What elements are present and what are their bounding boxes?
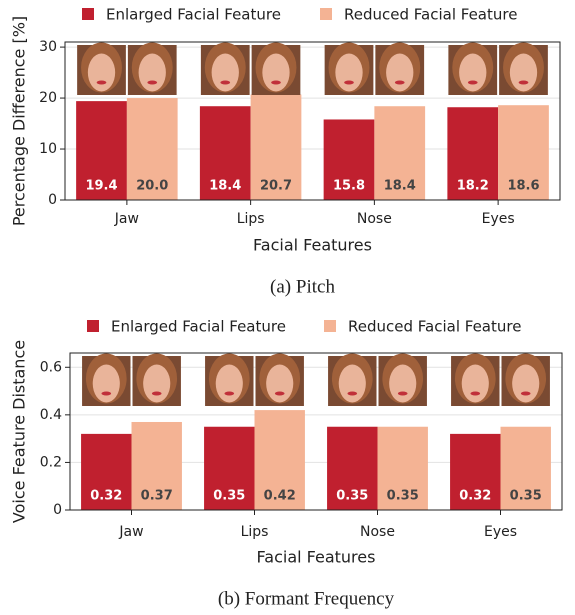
- thumb-skin: [266, 365, 293, 403]
- thumb-skin: [512, 365, 539, 403]
- y-tick-label: 0: [53, 502, 62, 518]
- x-axis-label: Facial Features: [257, 548, 376, 567]
- thumb-lips: [395, 81, 405, 85]
- caption: (b) Formant Frequency: [218, 588, 395, 609]
- face-thumbnail: [451, 354, 499, 407]
- face-thumbnail: [128, 43, 177, 96]
- face-thumbnail: [133, 354, 181, 407]
- thumb-skin: [143, 365, 170, 403]
- thumb-skin: [88, 54, 115, 92]
- x-tick-label: Jaw: [114, 211, 139, 227]
- face-thumbnail: [77, 43, 126, 96]
- thumb-skin: [93, 365, 120, 403]
- face-thumbnail: [325, 43, 374, 96]
- value-label: 0.35: [213, 489, 245, 504]
- face-thumbnail: [448, 43, 497, 96]
- value-label: 0.35: [336, 489, 368, 504]
- thumb-lips: [347, 392, 357, 396]
- legend-swatch: [87, 320, 99, 332]
- x-tick-label: Eyes: [484, 524, 517, 540]
- value-label: 0.37: [141, 489, 173, 504]
- x-tick-label: Nose: [357, 211, 392, 227]
- value-label: 15.8: [333, 179, 365, 194]
- face-thumbnail: [252, 43, 301, 96]
- x-tick-label: Lips: [237, 211, 265, 227]
- value-label: 18.2: [457, 179, 489, 194]
- x-axis-label: Facial Features: [253, 236, 372, 255]
- value-label: 0.42: [264, 489, 296, 504]
- thumb-lips: [468, 81, 478, 85]
- face-thumbnail: [256, 354, 304, 407]
- legend-label: Reduced Facial Feature: [348, 318, 521, 336]
- value-label: 20.7: [260, 179, 292, 194]
- thumb-skin: [335, 54, 362, 92]
- thumb-lips: [344, 81, 354, 85]
- thumb-lips: [519, 81, 529, 85]
- thumb-skin: [459, 54, 486, 92]
- thumb-skin: [510, 54, 537, 92]
- x-tick-label: Lips: [241, 524, 269, 540]
- legend-swatch: [82, 8, 94, 20]
- face-thumbnail: [205, 354, 253, 407]
- y-axis-label: Percentage Difference [%]: [10, 16, 29, 226]
- x-tick-label: Eyes: [482, 211, 515, 227]
- figure: 0 10 20 30 Jaw 19.4 20.0 Lips 18.4 20.7 Nose 15.8 18…: [0, 0, 575, 615]
- y-tick-label: 0.2: [40, 454, 62, 470]
- value-label: 0.35: [387, 489, 419, 504]
- legend-swatch: [320, 8, 332, 20]
- thumb-skin: [339, 365, 366, 403]
- x-tick-label: Jaw: [118, 524, 143, 540]
- y-tick-label: 20: [39, 90, 57, 106]
- legend-label: Enlarged Facial Feature: [106, 6, 281, 24]
- thumb-lips: [271, 81, 281, 85]
- thumb-lips: [147, 81, 157, 85]
- thumb-skin: [212, 54, 239, 92]
- thumb-skin: [216, 365, 243, 403]
- thumb-lips: [398, 392, 408, 396]
- thumb-lips: [521, 392, 531, 396]
- thumb-lips: [275, 392, 285, 396]
- value-label: 18.4: [384, 179, 416, 194]
- thumb-skin: [139, 54, 166, 92]
- thumb-lips: [152, 392, 162, 396]
- face-thumbnail: [201, 43, 250, 96]
- face-thumbnail: [379, 354, 427, 407]
- face-thumbnail: [499, 43, 548, 96]
- thumb-lips: [97, 81, 107, 85]
- value-label: 20.0: [136, 179, 168, 194]
- value-label: 18.4: [209, 179, 241, 194]
- thumb-lips: [101, 392, 111, 396]
- legend-label: Reduced Facial Feature: [344, 6, 517, 24]
- y-tick-label: 30: [39, 39, 57, 55]
- y-tick-label: 10: [39, 141, 57, 157]
- thumb-lips: [220, 81, 230, 85]
- thumb-skin: [386, 54, 413, 92]
- value-label: 18.6: [507, 179, 539, 194]
- legend-label: Enlarged Facial Feature: [111, 318, 286, 336]
- face-thumbnail: [375, 43, 424, 96]
- value-label: 0.32: [90, 489, 122, 504]
- legend-swatch: [324, 320, 336, 332]
- y-tick-label: 0: [48, 192, 57, 208]
- thumb-skin: [389, 365, 416, 403]
- y-axis-label: Voice Feature Distance: [10, 340, 29, 523]
- x-tick-label: Nose: [360, 524, 395, 540]
- y-tick-label: 0.4: [40, 407, 62, 423]
- caption: (a) Pitch: [270, 276, 335, 297]
- thumb-lips: [224, 392, 234, 396]
- y-tick-label: 0.6: [40, 359, 62, 375]
- face-thumbnail: [82, 354, 130, 407]
- thumb-lips: [470, 392, 480, 396]
- value-label: 19.4: [85, 179, 117, 194]
- thumb-skin: [262, 54, 289, 92]
- value-label: 0.32: [459, 489, 491, 504]
- thumb-skin: [462, 365, 489, 403]
- face-thumbnail: [502, 354, 550, 407]
- value-label: 0.35: [510, 489, 542, 504]
- face-thumbnail: [328, 354, 376, 407]
